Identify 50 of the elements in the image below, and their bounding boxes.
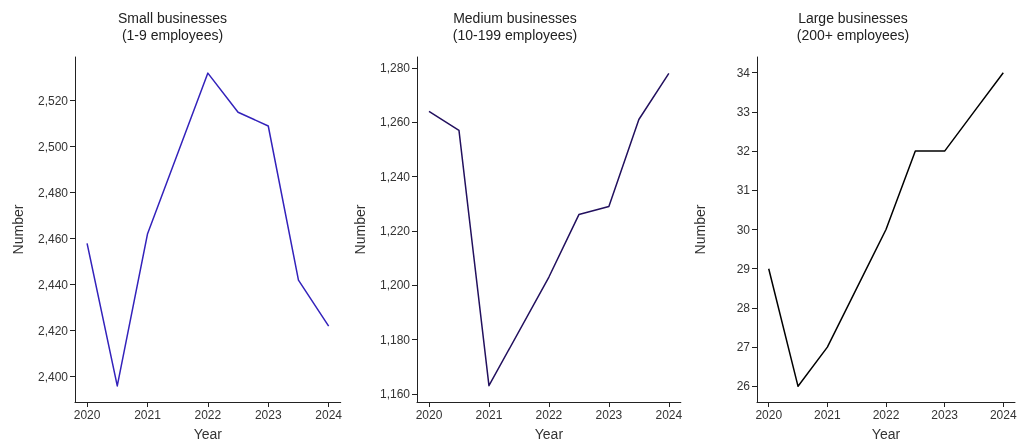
y-tick-label: 2,500: [37, 139, 69, 154]
x-tick-label: 2020: [755, 408, 783, 422]
x-axis-title: Year: [193, 426, 223, 442]
x-tick-label: 2024: [655, 408, 683, 422]
x-tick-label: 2022: [194, 408, 222, 422]
y-tick-label: 1,260: [379, 115, 411, 130]
chart-title: Small businesses (1-9 employees): [118, 9, 227, 43]
x-tick-label: 2024: [315, 408, 343, 422]
x-axis-title: Year: [534, 426, 564, 442]
y-tick-label: 1,240: [379, 169, 411, 184]
y-tick-label: 27: [736, 340, 751, 355]
y-tick-label: 32: [736, 144, 751, 159]
y-tick-label: 2,440: [37, 277, 69, 292]
y-tick-label: 2,520: [37, 93, 69, 108]
x-axis-title: Year: [871, 426, 901, 442]
y-tick-label: 1,280: [379, 60, 411, 75]
x-tick-label: 2021: [814, 408, 842, 422]
y-tick-label: 30: [736, 222, 751, 237]
y-axis-title: Number: [352, 204, 368, 255]
y-tick-label: 31: [736, 183, 751, 198]
x-tick-label: 2022: [535, 408, 563, 422]
y-tick-label: 34: [736, 65, 751, 80]
y-tick-label: 2,460: [37, 231, 69, 246]
y-axis-title: Number: [10, 204, 26, 255]
y-axis-title: Number: [692, 204, 708, 255]
y-tick-label: 29: [736, 261, 751, 276]
y-tick-label: 1,160: [379, 386, 411, 401]
y-tick-label: 2,480: [37, 185, 69, 200]
y-tick-label: 1,200: [379, 278, 411, 293]
y-tick-label: 1,220: [379, 223, 411, 238]
x-tick-label: 2023: [931, 408, 959, 422]
x-tick-label: 2023: [595, 408, 623, 422]
y-tick-label: 26: [736, 379, 751, 394]
x-tick-label: 2022: [872, 408, 900, 422]
line-series: [428, 72, 670, 387]
x-tick-label: 2020: [73, 408, 101, 422]
line-series: [86, 72, 330, 387]
chart-title: Large businesses (200+ employees): [796, 9, 910, 43]
y-tick-label: 33: [736, 104, 751, 119]
chart-title: Medium businesses (10-199 employees): [452, 9, 578, 43]
y-tick-label: 2,400: [37, 369, 69, 384]
x-tick-label: 2021: [475, 408, 503, 422]
x-tick-label: 2023: [254, 408, 282, 422]
x-tick-label: 2020: [415, 408, 443, 422]
y-tick-label: 2,420: [37, 323, 69, 338]
y-tick-label: 1,180: [379, 332, 411, 347]
line-series: [767, 71, 1005, 388]
x-tick-label: 2021: [134, 408, 162, 422]
x-tick-label: 2024: [989, 408, 1017, 422]
y-tick-label: 28: [736, 300, 751, 315]
